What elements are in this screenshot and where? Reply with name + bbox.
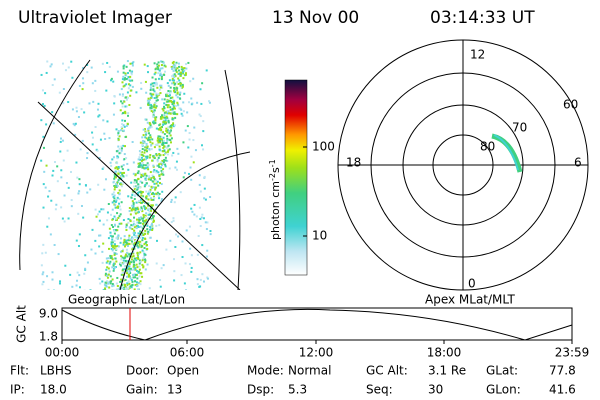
status-value: Open <box>167 364 199 378</box>
status-label: GC Alt: <box>366 364 408 378</box>
polar-caption: Apex MLat/MLT <box>425 293 515 307</box>
colorbar <box>284 79 308 276</box>
alt-ytick: 9.0 <box>39 307 58 321</box>
status-value: 3.1 Re <box>428 364 466 378</box>
image-panel <box>19 59 250 290</box>
polar-plot <box>337 39 589 291</box>
status-label: Seq: <box>366 383 393 397</box>
mlt-label: 6 <box>574 156 582 170</box>
alt-xtick-label: 00:00 <box>45 346 80 360</box>
status-value: 13 <box>167 383 182 397</box>
colorbar-tick: 10 <box>312 229 327 243</box>
status-value: Normal <box>288 364 331 378</box>
status-value: 41.6 <box>549 383 576 397</box>
status-value: 18.0 <box>40 383 67 397</box>
mlt-label: 18 <box>346 156 361 170</box>
alt-xtick-label: 12:00 <box>299 346 334 360</box>
left-caption: Geographic Lat/Lon <box>68 293 185 307</box>
status-label: Mode: <box>247 364 284 378</box>
mlt-label: 0 <box>468 277 476 291</box>
status-value: 77.8 <box>549 364 576 378</box>
alt-xtick-label: 23:59 <box>555 346 590 360</box>
alt-ylabel: GC Alt <box>15 305 29 343</box>
status-value: LBHS <box>40 364 72 378</box>
title: Ultraviolet Imager <box>18 8 172 28</box>
lat-label: 80 <box>480 140 495 154</box>
colorbar-label: photon cm-2s-1 <box>268 159 283 240</box>
status-value: 5.3 <box>288 383 307 397</box>
status-value: 30 <box>428 383 443 397</box>
status-label: GLon: <box>486 383 521 397</box>
date: 13 Nov 00 <box>272 8 359 28</box>
status-label: GLat: <box>486 364 518 378</box>
lat-label: 70 <box>512 121 527 135</box>
altitude-plot <box>61 307 573 341</box>
status-label: Gain: <box>126 383 158 397</box>
status-label: Door: <box>126 364 159 378</box>
status-label: Dsp: <box>247 383 274 397</box>
alt-ytick: 1.8 <box>39 330 58 344</box>
status-label: IP: <box>10 383 25 397</box>
time: 03:14:33 UT <box>430 8 535 28</box>
colorbar-tick: 100 <box>312 140 335 154</box>
alt-xtick-label: 18:00 <box>427 346 462 360</box>
lat-label: 60 <box>563 98 578 112</box>
status-label: Flt: <box>10 364 29 378</box>
mlt-label: 12 <box>470 48 485 62</box>
alt-xtick-label: 06:00 <box>170 346 205 360</box>
